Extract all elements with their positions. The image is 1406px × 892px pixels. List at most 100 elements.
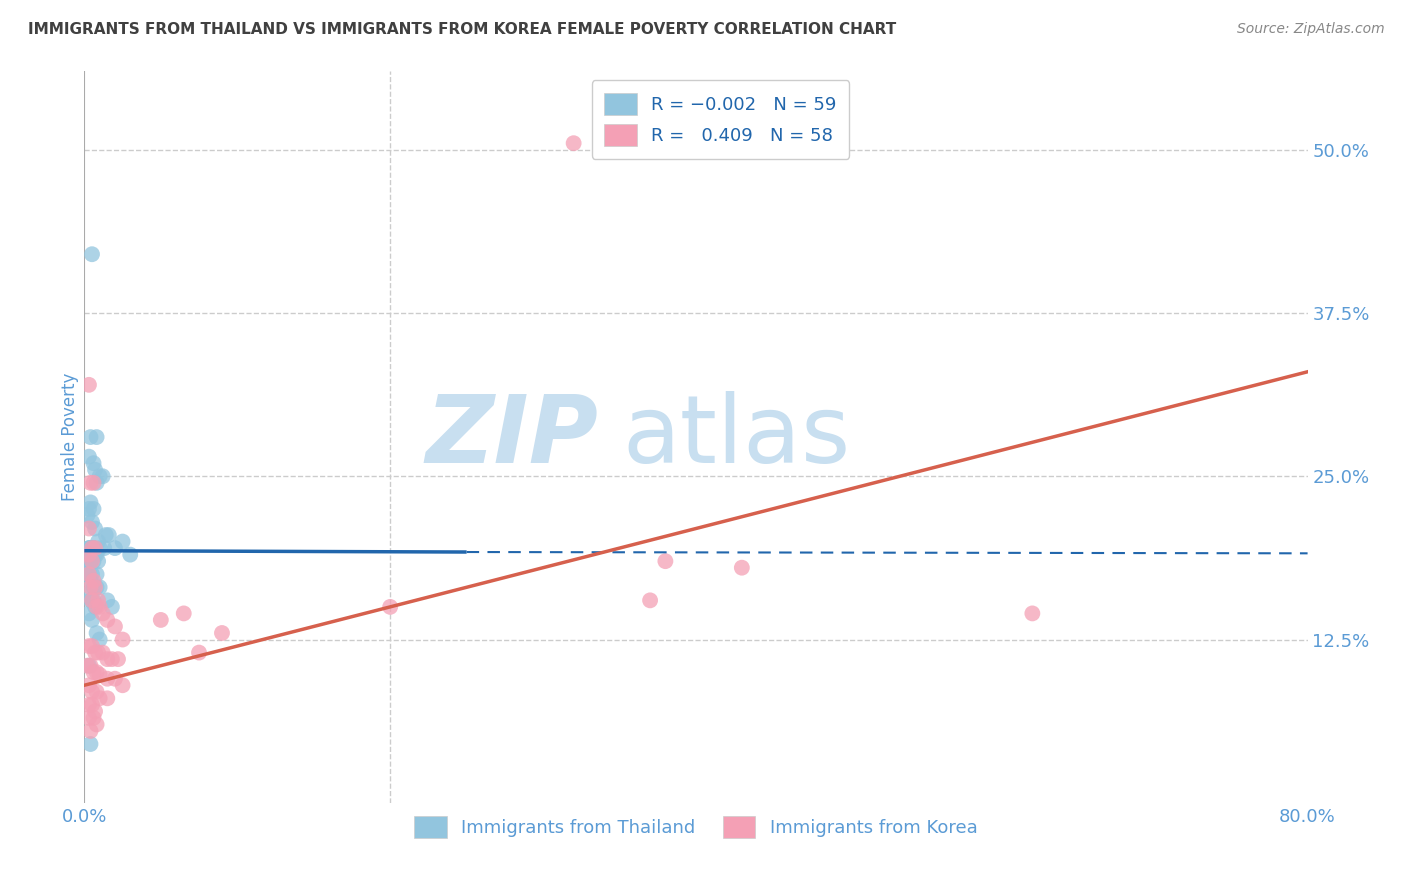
Point — [77, 521, 100, 535]
Point — [83, 554, 105, 568]
Point — [89, 691, 111, 706]
Point — [80, 698, 103, 712]
Point — [84, 580, 107, 594]
Point — [80, 593, 103, 607]
Point — [83, 541, 105, 555]
Point — [86, 626, 108, 640]
Point — [80, 593, 103, 607]
Point — [188, 646, 211, 660]
Point — [83, 711, 105, 725]
Point — [111, 534, 134, 549]
Point — [86, 599, 108, 614]
Point — [87, 646, 110, 660]
Point — [149, 613, 172, 627]
Text: Source: ZipAtlas.com: Source: ZipAtlas.com — [1237, 22, 1385, 37]
Point — [562, 136, 585, 151]
Point — [104, 619, 127, 633]
Point — [77, 711, 100, 725]
Point — [86, 717, 108, 731]
Point — [80, 613, 103, 627]
Point — [79, 593, 101, 607]
Point — [96, 652, 118, 666]
Point — [89, 469, 111, 483]
Point — [93, 541, 115, 555]
Point — [79, 554, 101, 568]
Point — [76, 508, 98, 523]
Point — [1021, 607, 1043, 621]
Point — [79, 475, 101, 490]
Point — [89, 580, 111, 594]
Point — [94, 528, 117, 542]
Point — [80, 247, 103, 261]
Point — [91, 646, 114, 660]
Point — [77, 678, 100, 692]
Point — [80, 541, 103, 555]
Point — [79, 430, 101, 444]
Point — [79, 737, 101, 751]
Point — [87, 554, 110, 568]
Point — [79, 723, 101, 738]
Point — [77, 587, 100, 601]
Point — [89, 632, 111, 647]
Point — [80, 567, 103, 582]
Text: atlas: atlas — [623, 391, 851, 483]
Point — [79, 574, 101, 588]
Point — [76, 658, 98, 673]
Point — [91, 469, 114, 483]
Point — [86, 475, 108, 490]
Point — [654, 554, 676, 568]
Point — [107, 652, 129, 666]
Point — [83, 580, 105, 594]
Point — [77, 567, 100, 582]
Point — [77, 548, 100, 562]
Text: IMMIGRANTS FROM THAILAND VS IMMIGRANTS FROM KOREA FEMALE POVERTY CORRELATION CHA: IMMIGRANTS FROM THAILAND VS IMMIGRANTS F… — [28, 22, 897, 37]
Point — [84, 548, 107, 562]
Point — [80, 639, 103, 653]
Legend: Immigrants from Thailand, Immigrants from Korea: Immigrants from Thailand, Immigrants fro… — [408, 808, 984, 845]
Point — [86, 685, 108, 699]
Point — [84, 646, 107, 660]
Point — [80, 515, 103, 529]
Point — [91, 607, 114, 621]
Point — [84, 705, 107, 719]
Point — [79, 541, 101, 555]
Point — [86, 548, 108, 562]
Point — [77, 450, 100, 464]
Point — [77, 502, 100, 516]
Text: ZIP: ZIP — [425, 391, 598, 483]
Point — [83, 574, 105, 588]
Point — [86, 580, 108, 594]
Point — [84, 463, 107, 477]
Point — [111, 632, 134, 647]
Point — [79, 580, 101, 594]
Point — [79, 495, 101, 509]
Point — [83, 456, 105, 470]
Point — [77, 658, 100, 673]
Point — [80, 541, 103, 555]
Point — [80, 685, 103, 699]
Point — [111, 678, 134, 692]
Point — [101, 652, 124, 666]
Point — [77, 698, 100, 712]
Point — [89, 667, 111, 681]
Point — [77, 639, 100, 653]
Point — [96, 613, 118, 627]
Point — [77, 377, 100, 392]
Point — [77, 541, 100, 555]
Point — [83, 665, 105, 680]
Point — [86, 567, 108, 582]
Point — [76, 567, 98, 582]
Point — [96, 593, 118, 607]
Point — [77, 541, 100, 555]
Point — [83, 541, 105, 555]
Point — [77, 554, 100, 568]
Point — [77, 567, 100, 582]
Point — [80, 554, 103, 568]
Point — [97, 528, 120, 542]
Point — [79, 658, 101, 673]
Point — [86, 665, 108, 680]
Point — [104, 672, 127, 686]
Y-axis label: Female Poverty: Female Poverty — [60, 373, 79, 501]
Point — [731, 560, 754, 574]
Point — [101, 599, 124, 614]
